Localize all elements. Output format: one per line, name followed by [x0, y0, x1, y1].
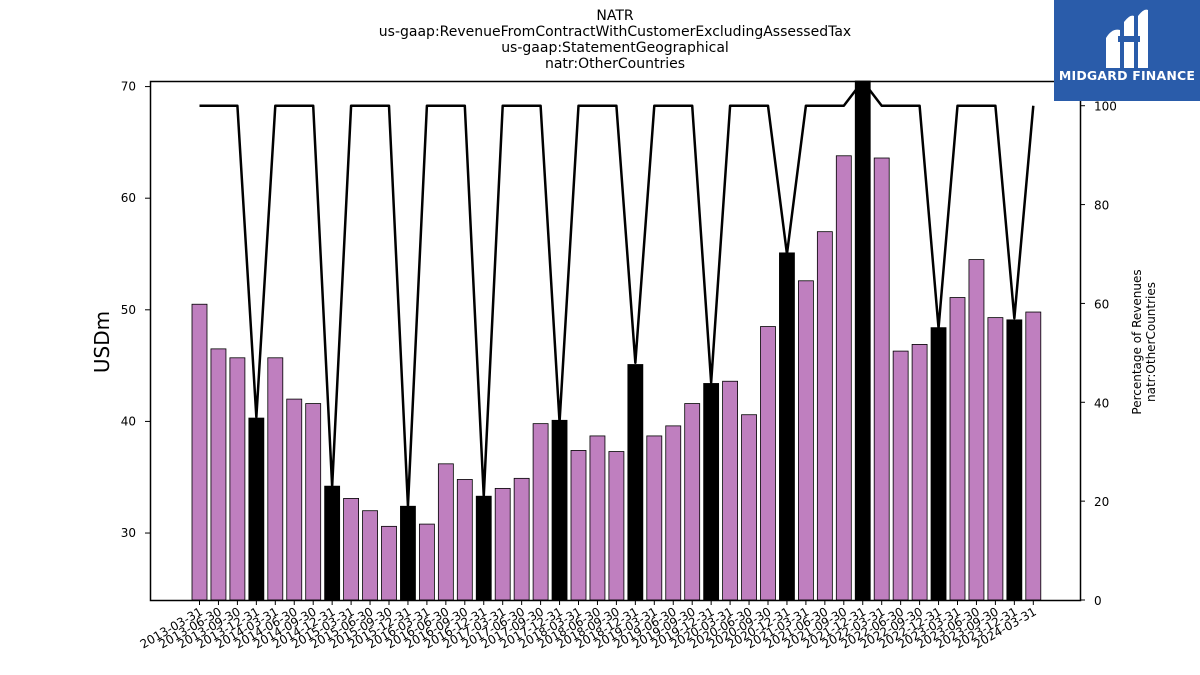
- y-tick-label: 30: [121, 526, 136, 540]
- plot-frame: [149, 80, 1082, 602]
- bar-2017-03-31: [494, 487, 511, 601]
- chart-title-line-1: NATR: [596, 8, 634, 24]
- bar-2023-12-31: [1006, 319, 1023, 601]
- bar-2014-09-30: [305, 403, 322, 601]
- percentage-line-series: [199, 81, 1035, 508]
- bar-2021-12-31: [854, 80, 871, 601]
- y2-tick-label: 60: [1094, 297, 1109, 311]
- y-axis-ticks: 30 40 50 60 70: [121, 80, 150, 540]
- bar-2015-12-31: [400, 505, 416, 601]
- chart-title-line-4: natr:OtherCountries: [544, 56, 686, 72]
- y-tick-label: 70: [121, 80, 136, 94]
- bar-2021-06-30: [816, 231, 833, 601]
- bar-2020-03-31: [722, 380, 738, 601]
- bar-2017-12-31: [551, 419, 568, 601]
- bar-2022-12-31: [930, 327, 947, 601]
- bar-2019-06-30: [665, 425, 682, 601]
- chart-title-line-2: us-gaap:RevenueFromContractWithCustomerE…: [378, 24, 852, 40]
- bar-2019-12-31: [703, 383, 720, 601]
- bar-2020-06-30: [741, 414, 757, 601]
- y-tick-label: 40: [121, 414, 136, 428]
- x-axis-ticks: 2013-03-312013-06-302013-09-302013-12-31…: [138, 600, 1039, 651]
- bar-2016-03-31: [418, 523, 435, 601]
- y-tick-label: 60: [121, 191, 136, 205]
- bar-2017-09-30: [532, 423, 549, 601]
- bar-2013-12-31: [248, 417, 265, 601]
- bar-2016-06-30: [437, 463, 454, 601]
- bar-2023-03-31: [949, 297, 966, 601]
- y-axis-label: USDm: [90, 311, 114, 373]
- percentage-line: [199, 81, 1035, 508]
- bar-2013-06-30: [210, 348, 227, 601]
- bar-2021-03-31: [798, 280, 814, 601]
- bar-2023-09-30: [987, 317, 1004, 601]
- bar-2019-09-30: [684, 403, 701, 601]
- bar-2014-03-31: [267, 357, 284, 601]
- bar-2018-06-30: [589, 435, 606, 601]
- y2-axis-ticks: 0 20 40 60 80 100: [1080, 100, 1117, 608]
- axes: [149, 80, 1082, 602]
- y2-axis-label: Percentage of Revenuesnatr:OtherCountrie…: [1130, 269, 1158, 414]
- bar-2020-12-31: [779, 252, 795, 601]
- bar-2015-06-30: [362, 510, 378, 601]
- y2-tick-label: 20: [1094, 495, 1109, 509]
- bar-2018-12-31: [627, 364, 644, 601]
- bar-series: [191, 80, 1042, 601]
- bar-2024-03-31: [1025, 311, 1042, 601]
- logo-mark-icon: [1106, 9, 1148, 68]
- bar-2015-09-30: [381, 525, 397, 601]
- bar-2022-06-30: [892, 350, 909, 601]
- y2-tick-label: 0: [1094, 594, 1102, 608]
- bar-2013-09-30: [229, 357, 246, 601]
- bar-2022-03-31: [873, 157, 890, 601]
- logo-text: MIDGARD FINANCE: [1058, 68, 1196, 83]
- bar-2018-03-31: [570, 450, 587, 601]
- bar-2021-09-30: [835, 155, 852, 601]
- bar-2016-09-30: [456, 479, 473, 601]
- bar-2018-09-30: [608, 451, 625, 601]
- y2-tick-label: 80: [1094, 199, 1109, 213]
- y2-tick-label: 40: [1094, 396, 1109, 410]
- y2-tick-label: 100: [1094, 100, 1117, 114]
- bar-2019-03-31: [646, 435, 663, 601]
- bar-2015-03-31: [343, 498, 360, 601]
- bar-2013-03-31: [191, 303, 208, 601]
- bar-2014-06-30: [286, 398, 303, 601]
- bar-2014-12-31: [324, 485, 341, 601]
- y-tick-label: 50: [121, 303, 136, 317]
- bar-2016-12-31: [475, 495, 492, 601]
- bar-2020-09-30: [760, 326, 776, 601]
- midgard-finance-logo: MIDGARD FINANCE: [1054, 0, 1200, 101]
- chart-title-line-3: us-gaap:StatementGeographical: [501, 40, 729, 56]
- bar-2017-06-30: [513, 477, 530, 601]
- bar-2022-09-30: [911, 344, 928, 601]
- bar-2023-06-30: [968, 259, 985, 601]
